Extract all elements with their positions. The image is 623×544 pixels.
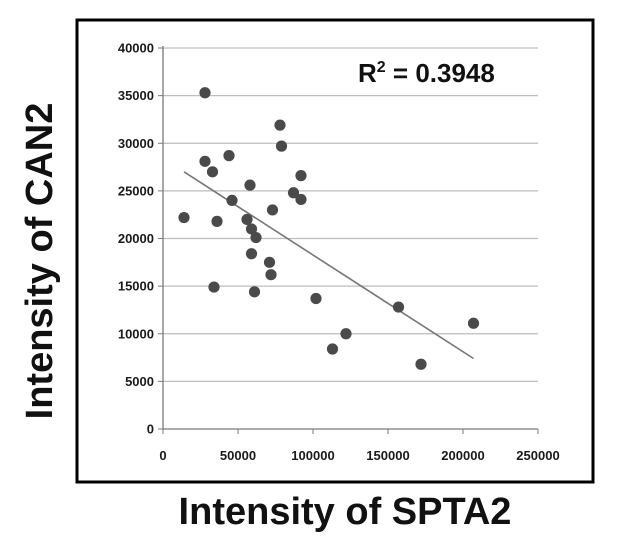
r-squared-base: R <box>358 58 377 88</box>
data-point <box>223 150 235 162</box>
data-point <box>226 194 238 206</box>
y-tick-label-10000: 10000 <box>118 326 154 341</box>
data-point <box>392 301 405 313</box>
x-tick-label-150000: 150000 <box>366 448 409 463</box>
r-squared-annotation: R2 = 0.3948 <box>358 58 495 88</box>
data-point <box>275 140 288 152</box>
gridlines <box>163 47 538 383</box>
data-point <box>245 223 258 235</box>
y-tick-label-0: 0 <box>147 422 154 437</box>
data-point <box>244 179 256 191</box>
data-point <box>263 256 276 268</box>
x-axis-title: Intensity of SPTA2 <box>179 491 512 533</box>
x-tick-labels: 0 50000 100000 150000 200000 250000 <box>159 448 559 463</box>
data-point <box>250 231 262 244</box>
data-points <box>178 87 480 370</box>
data-point <box>241 213 253 226</box>
data-point <box>326 343 339 355</box>
data-point <box>208 281 220 293</box>
data-point <box>199 87 211 99</box>
data-point <box>265 269 277 281</box>
y-axis-title: Intensity of CAN2 <box>19 103 61 420</box>
data-point <box>248 286 261 298</box>
y-tick-label-40000: 40000 <box>118 41 154 56</box>
data-point <box>211 215 223 227</box>
x-tick-label-50000: 50000 <box>220 448 256 463</box>
data-point <box>245 248 258 260</box>
y-tick-label-35000: 35000 <box>118 88 154 103</box>
data-point <box>295 193 307 206</box>
data-point <box>340 328 352 340</box>
x-tick-label-100000: 100000 <box>291 448 334 463</box>
data-point <box>266 204 279 216</box>
y-tick-labels: 0 5000 10000 15000 20000 25000 30000 35000 40000 <box>118 41 154 437</box>
chart-frame <box>75 18 595 484</box>
data-point <box>206 166 219 178</box>
x-tick-label-250000: 250000 <box>516 448 559 463</box>
x-tick-label-200000: 200000 <box>441 448 484 463</box>
x-tick-label-0: 0 <box>159 448 166 463</box>
data-point <box>199 155 211 167</box>
data-point <box>415 358 427 370</box>
y-tick-label-30000: 30000 <box>118 136 154 151</box>
y-tick-label-25000: 25000 <box>118 183 154 198</box>
y-tick-label-5000: 5000 <box>125 374 154 389</box>
data-point <box>295 170 307 182</box>
data-point <box>274 119 286 131</box>
y-tick-label-20000: 20000 <box>118 231 154 246</box>
data-point <box>287 187 300 199</box>
y-tick-label-15000: 15000 <box>118 279 154 294</box>
data-point <box>178 211 190 224</box>
data-point <box>310 292 322 305</box>
r-squared-exponent: 2 <box>377 59 386 76</box>
r-squared-value: = 0.3948 <box>386 58 495 88</box>
axes <box>158 46 539 434</box>
data-point <box>467 317 480 329</box>
